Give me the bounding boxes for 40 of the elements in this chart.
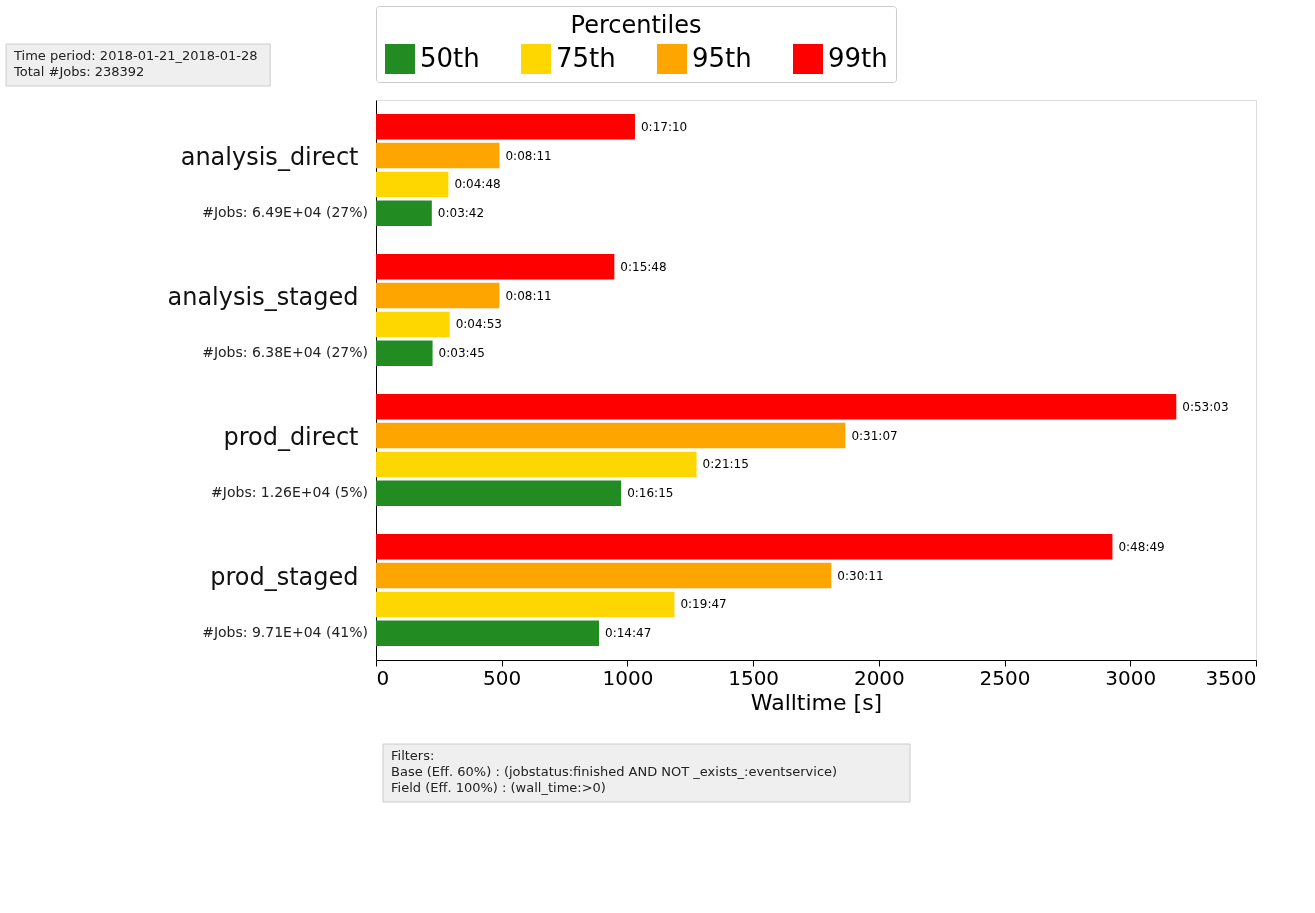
data-label: 0:08:11 [505, 288, 552, 303]
data-label: 0:16:15 [627, 486, 674, 501]
x-tick-label: 500 [483, 665, 522, 690]
data-label: 0:30:11 [837, 568, 884, 583]
x-tick-label: 2500 [979, 665, 1031, 690]
text: Filters: Base (Eff. 60%) : (jobstatus:finished AND NOT _exists_:eventservice) Field (Eff. 100%) : (wall_time:>0) [391, 748, 838, 795]
data-label: 0:04:53 [455, 317, 502, 332]
x-tick-label: 0 [376, 665, 390, 690]
data-label: 0:19:47 [680, 597, 727, 612]
text: #Jobs: 6.49E+04 (27%) [202, 204, 368, 221]
legend-title: Percentiles [570, 11, 702, 39]
data-label: 0:15:48 [620, 259, 667, 274]
data-label: 0:17:10 [640, 119, 688, 134]
legend-label: 50th [420, 43, 480, 73]
data-label: 0:03:42 [437, 206, 485, 221]
x-tick-label: 3000 [1105, 665, 1157, 690]
text: #Jobs: 9.71E+04 (41%) [202, 624, 368, 641]
x-tick-label: 1500 [728, 665, 780, 690]
text: #Jobs: 1.26E+04 (5%) [211, 484, 368, 501]
data-label: 0:53:03 [1182, 399, 1229, 414]
y-tick-label: analysis_staged [167, 283, 359, 311]
data-label: 0:48:49 [1118, 539, 1165, 554]
data-label: 0:04:48 [454, 177, 501, 192]
data-label: 0:08:11 [505, 148, 552, 163]
data-label: 0:03:45 [438, 346, 485, 361]
legend-label: 75th [556, 43, 616, 73]
y-tick-label: analysis_direct [180, 143, 359, 171]
y-tick-label: prod_staged [210, 563, 359, 591]
x-tick-label: 3500 [1205, 665, 1257, 690]
x-axis-title: Walltime [s] [750, 689, 883, 715]
data-label: 0:14:47 [605, 626, 652, 641]
text: #Jobs: 6.38E+04 (27%) [202, 344, 368, 361]
text: Time period: 2018-01-21_2018-01-28 Total #Jobs: 238392 [13, 48, 258, 79]
x-tick-label: 2000 [853, 665, 905, 690]
legend-label: 95th [692, 43, 752, 73]
data-label: 0:31:07 [851, 428, 898, 443]
y-tick-label: prod_direct [223, 423, 359, 451]
legend-label: 99th [828, 43, 888, 73]
data-label: 0:21:15 [702, 457, 749, 472]
x-tick-label: 1000 [602, 665, 654, 690]
